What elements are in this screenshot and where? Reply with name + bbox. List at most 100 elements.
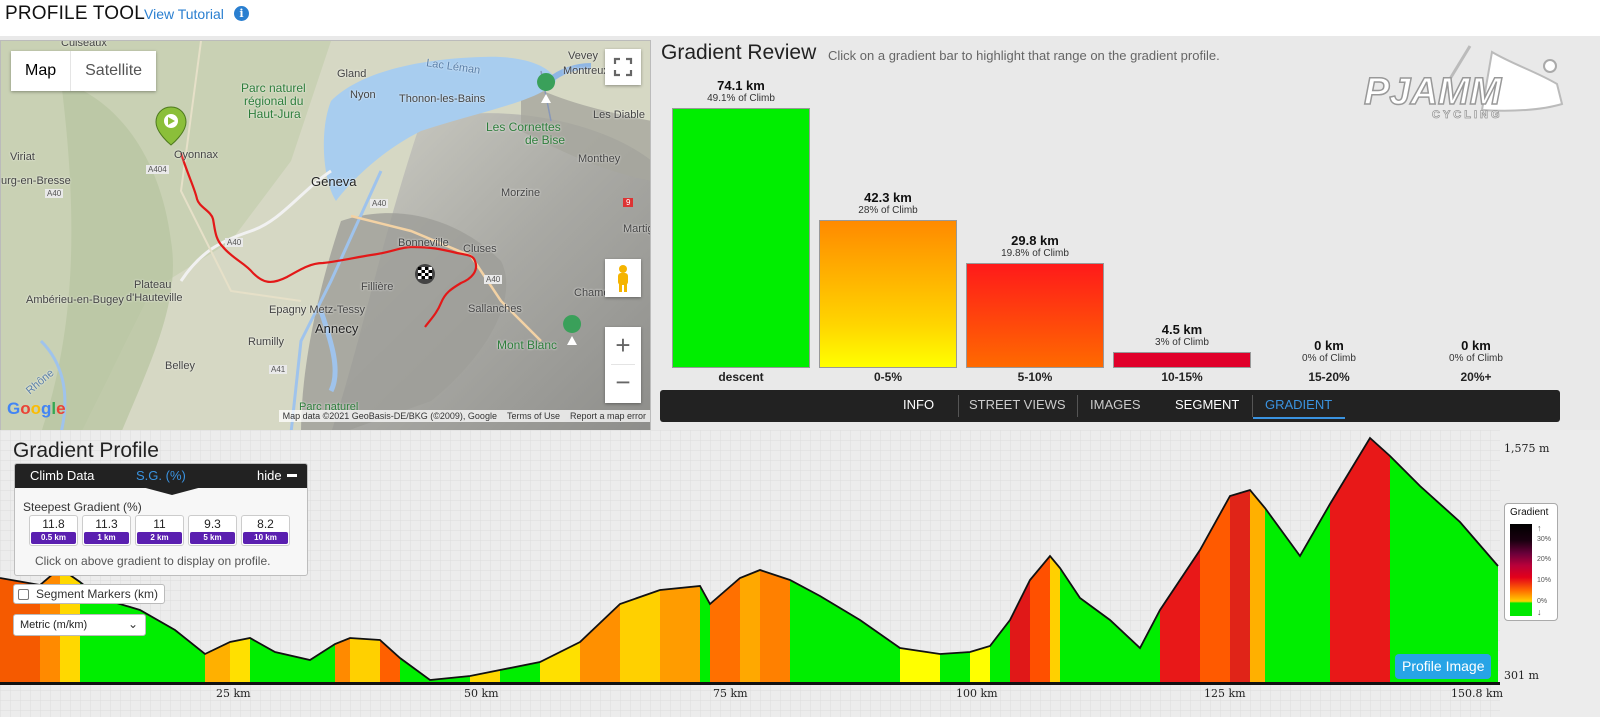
steepest-gradient-distance: 1 km <box>84 532 129 544</box>
map-type-map-button[interactable]: Map <box>25 62 57 79</box>
map-label: Epagny Metz-Tessy <box>269 304 365 316</box>
map-data-credit: Map data ©2021 GeoBasis-DE/BKG (©2009), … <box>282 411 497 421</box>
map-type-satellite-button[interactable]: Satellite <box>70 51 156 91</box>
map-label: Plateau <box>134 279 172 291</box>
map-attribution: Map data ©2021 GeoBasis-DE/BKG (©2009), … <box>278 410 650 422</box>
bar-percent: 19.8% of Climb <box>1001 248 1069 259</box>
top-bar <box>0 0 1600 36</box>
profile-segment <box>710 578 740 684</box>
road-badge: A40 <box>45 189 64 198</box>
x-tick-label: 125 km <box>1204 687 1246 700</box>
gradient-bar[interactable] <box>966 263 1104 368</box>
tab-divider <box>958 395 959 417</box>
steepest-gradient-item[interactable]: 11.3 1 km <box>82 515 131 546</box>
steepest-gradient-distance: 0.5 km <box>31 532 76 544</box>
tab-climb-data[interactable]: Climb Data <box>30 468 95 483</box>
profile-segment <box>940 652 970 684</box>
map-label: Morzine <box>501 187 541 199</box>
zoom-out-button[interactable]: − <box>615 367 631 397</box>
profile-segment <box>1265 508 1300 684</box>
bar-distance: 0 km <box>1314 338 1344 353</box>
steepest-gradient-distance: 2 km <box>137 532 182 544</box>
gradient-bar[interactable] <box>819 220 957 368</box>
profile-segment <box>380 640 400 684</box>
profile-segment <box>760 570 790 684</box>
tab-street-views[interactable]: STREET VIEWS <box>969 397 1066 412</box>
profile-segment <box>1300 504 1330 684</box>
hide-panel-button[interactable]: hide <box>257 468 282 483</box>
map-label: Les Diable <box>593 109 645 121</box>
profile-segment <box>900 648 940 684</box>
segment-markers-checkbox[interactable] <box>18 588 29 600</box>
bar-category: 10-15% <box>1161 370 1203 384</box>
map-label: Culseaux <box>61 40 107 49</box>
climb-panel-header <box>15 464 307 488</box>
fullscreen-button[interactable] <box>605 49 641 85</box>
profile-segment <box>500 662 540 684</box>
svg-text:PJAMM: PJAMM <box>1364 71 1503 113</box>
route-map[interactable]: Culseaux Vevey Montreux Lac Léman Parc n… <box>0 40 651 432</box>
map-label: Mont Blanc <box>497 338 558 352</box>
road-badge: A40 <box>484 275 503 284</box>
steepest-gradient-item[interactable]: 8.2 10 km <box>241 515 290 546</box>
map-label: Annecy <box>315 321 359 336</box>
steepest-gradient-item[interactable]: 11.8 0.5 km <box>29 515 78 546</box>
profile-segment <box>1370 438 1390 684</box>
road-badge: 9 <box>623 198 634 207</box>
gradient-bar[interactable] <box>1113 352 1251 368</box>
profile-segment <box>1080 598 1110 684</box>
fullscreen-icon <box>613 57 633 77</box>
pjamm-logo: PJAMM CYCLING <box>1363 45 1564 121</box>
map-label: Ambérieu-en-Bugey <box>26 294 124 306</box>
steepest-gradient-item[interactable]: 11 2 km <box>135 515 184 546</box>
bar-category: 5-10% <box>1017 370 1053 384</box>
profile-segment <box>620 590 660 684</box>
climb-panel-pointer <box>142 487 202 495</box>
bar-distance: 42.3 km <box>864 190 912 205</box>
tab-info[interactable]: INFO <box>903 397 935 412</box>
profile-segment <box>1200 496 1230 684</box>
tab-steepest-gradient[interactable]: S.G. (%) <box>136 468 186 483</box>
arrow-up-icon: ↑ <box>1537 523 1542 533</box>
profile-segment <box>700 586 710 684</box>
profile-segment <box>1050 556 1060 684</box>
units-select-value: Metric (m/km) <box>20 619 88 631</box>
profile-segment <box>790 580 820 684</box>
minus-icon <box>287 474 297 477</box>
view-tutorial-link[interactable]: View Tutorial <box>144 6 224 22</box>
road-badge: A41 <box>269 365 288 374</box>
tab-divider <box>1252 395 1253 417</box>
info-icon[interactable]: i <box>234 6 249 21</box>
map-label: d'Hauteville <box>126 292 183 304</box>
profile-segment <box>580 604 620 684</box>
profile-segment <box>1060 568 1080 684</box>
map-label: Haut-Jura <box>248 107 301 121</box>
profile-segment <box>470 670 500 684</box>
street-view-pegman-button[interactable] <box>605 259 641 297</box>
road-badge: A404 <box>146 165 169 174</box>
gradient-profile-title: Gradient Profile <box>13 439 159 462</box>
gradient-bar-label: 74.1 km 49.1% of Climb <box>672 78 810 104</box>
steepest-gradient-item[interactable]: 9.3 5 km <box>188 515 237 546</box>
legend-tick: 20% <box>1537 556 1552 563</box>
profile-segment <box>860 620 900 684</box>
zoom-in-button[interactable]: + <box>615 330 631 360</box>
profile-segment <box>990 620 1010 684</box>
climb-data-panel: Climb Data S.G. (%) hide Steepest Gradie… <box>14 463 308 576</box>
gradient-legend: Gradient ↑ 30% 20% 10% 0% ↓ <box>1504 503 1558 621</box>
steepest-gradient-value: 11.3 <box>95 517 118 531</box>
gradient-bar[interactable] <box>672 108 810 368</box>
map-label: Cluses <box>463 243 497 255</box>
bar-percent: 0% of Climb <box>1449 353 1503 364</box>
tab-gradient[interactable]: GRADIENT <box>1265 397 1333 412</box>
profile-image-button[interactable]: Profile Image <box>1395 654 1492 679</box>
terms-link[interactable]: Terms of Use <box>506 411 560 421</box>
profile-segment <box>1160 550 1200 684</box>
steepest-gradient-value: 9.3 <box>204 517 221 531</box>
segment-markers-toggle[interactable]: Segment Markers (km) <box>13 584 166 604</box>
tab-segment[interactable]: SEGMENT <box>1175 397 1240 412</box>
tab-images[interactable]: IMAGES <box>1090 397 1141 412</box>
units-select[interactable]: Metric (m/km) ⌄ <box>13 614 146 636</box>
report-map-error-link[interactable]: Report a map error <box>569 411 646 421</box>
legend-tick: 10% <box>1537 577 1552 584</box>
